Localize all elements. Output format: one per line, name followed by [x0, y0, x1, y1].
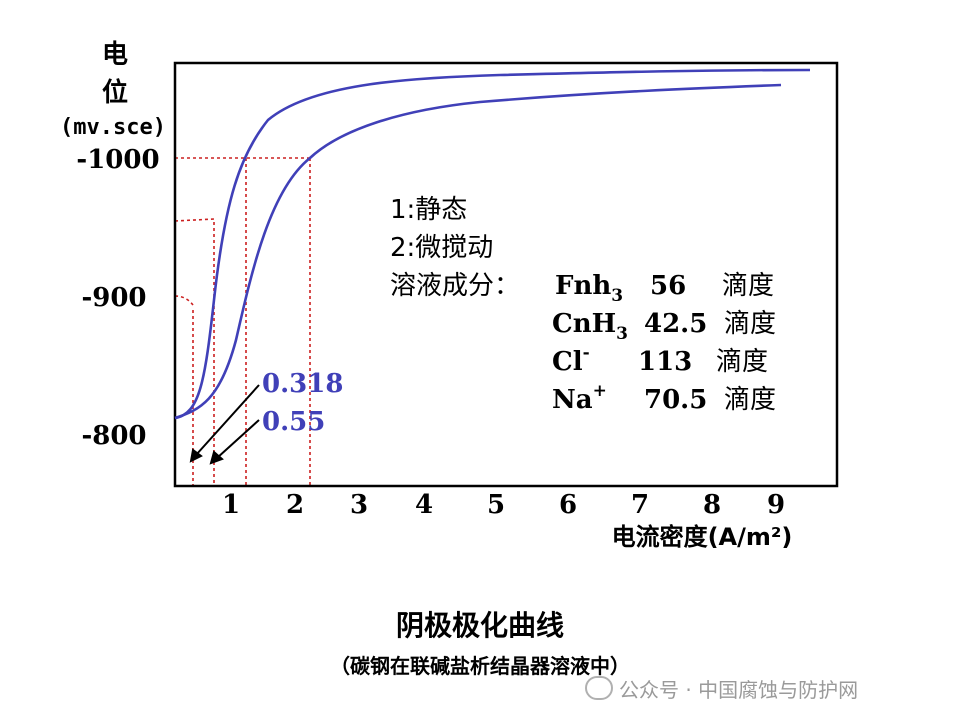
arrow-055-head [209, 450, 224, 465]
x-tick-4: 4 [415, 490, 433, 520]
y-tick-900: -900 [81, 283, 146, 313]
comp-row-1-unit: 滴度 [722, 271, 774, 301]
comp-row-4-value: 70.5 [644, 385, 707, 415]
x-tick-9: 9 [767, 490, 785, 520]
x-tick-3: 3 [350, 490, 368, 520]
ylabel-line-2: 位 [102, 77, 128, 108]
arrow-0318 [195, 384, 260, 456]
series-curve-static [174, 68, 811, 420]
x-ticks: 1 2 3 4 5 6 7 8 9 [222, 490, 785, 520]
comp-row-4-name: Na+ [552, 381, 607, 415]
annotation-055: 0.55 [262, 407, 325, 437]
comp-row-2-unit: 滴度 [724, 309, 776, 339]
wechat-icon [585, 676, 613, 700]
arrow-0318-head [189, 448, 203, 463]
comp-row-4-unit: 滴度 [724, 385, 776, 415]
legend: 1:静态 2:微搅动 溶液成分： Fnh3 56 滴度 CnH3 42.5 滴度… [390, 195, 776, 415]
y-tick-1000: -1000 [76, 145, 159, 175]
legend-composition-label: 溶液成分： [390, 271, 520, 301]
ylabel-line-3: (mv.sce) [60, 115, 166, 140]
legend-line-2: 2:微搅动 [390, 233, 493, 263]
y-tick-800: -800 [81, 421, 146, 451]
comp-row-2-name: CnH3 [552, 309, 628, 344]
plot-frame [173, 61, 839, 488]
comp-row-2-value: 42.5 [644, 309, 707, 339]
comp-row-1-value: 56 [650, 271, 686, 301]
arrow-055 [216, 419, 260, 459]
comp-row-3-value: 113 [638, 347, 692, 377]
comp-row-1-name: Fnh3 [555, 271, 623, 306]
xlabel: 电流密度(A/m²) [612, 523, 793, 551]
watermark: 公众号 · 中国腐蚀与防护网 [585, 674, 858, 703]
ylabel-line-1: 电 [102, 40, 128, 70]
x-tick-6: 6 [559, 490, 577, 520]
x-tick-7: 7 [631, 490, 649, 520]
watermark-text: 公众号 · 中国腐蚀与防护网 [619, 678, 859, 702]
x-tick-5: 5 [487, 490, 505, 520]
chart-subtitle: （碳钢在联碱盐析结晶器溶液中） [330, 654, 630, 678]
legend-line-1: 1:静态 [390, 195, 467, 225]
chart-title: 阴极极化曲线 [395, 609, 564, 642]
annotation-arrows [189, 384, 260, 465]
x-tick-2: 2 [286, 490, 304, 520]
guide-950 [174, 218, 215, 486]
x-tick-1: 1 [222, 490, 240, 520]
series-curve-stir [174, 83, 782, 420]
comp-row-3-name: Cl- [552, 343, 590, 377]
annotation-0318: 0.318 [262, 369, 343, 399]
x-tick-8: 8 [703, 490, 721, 520]
guide-900 [174, 295, 194, 306]
comp-row-3-unit: 滴度 [716, 347, 768, 377]
